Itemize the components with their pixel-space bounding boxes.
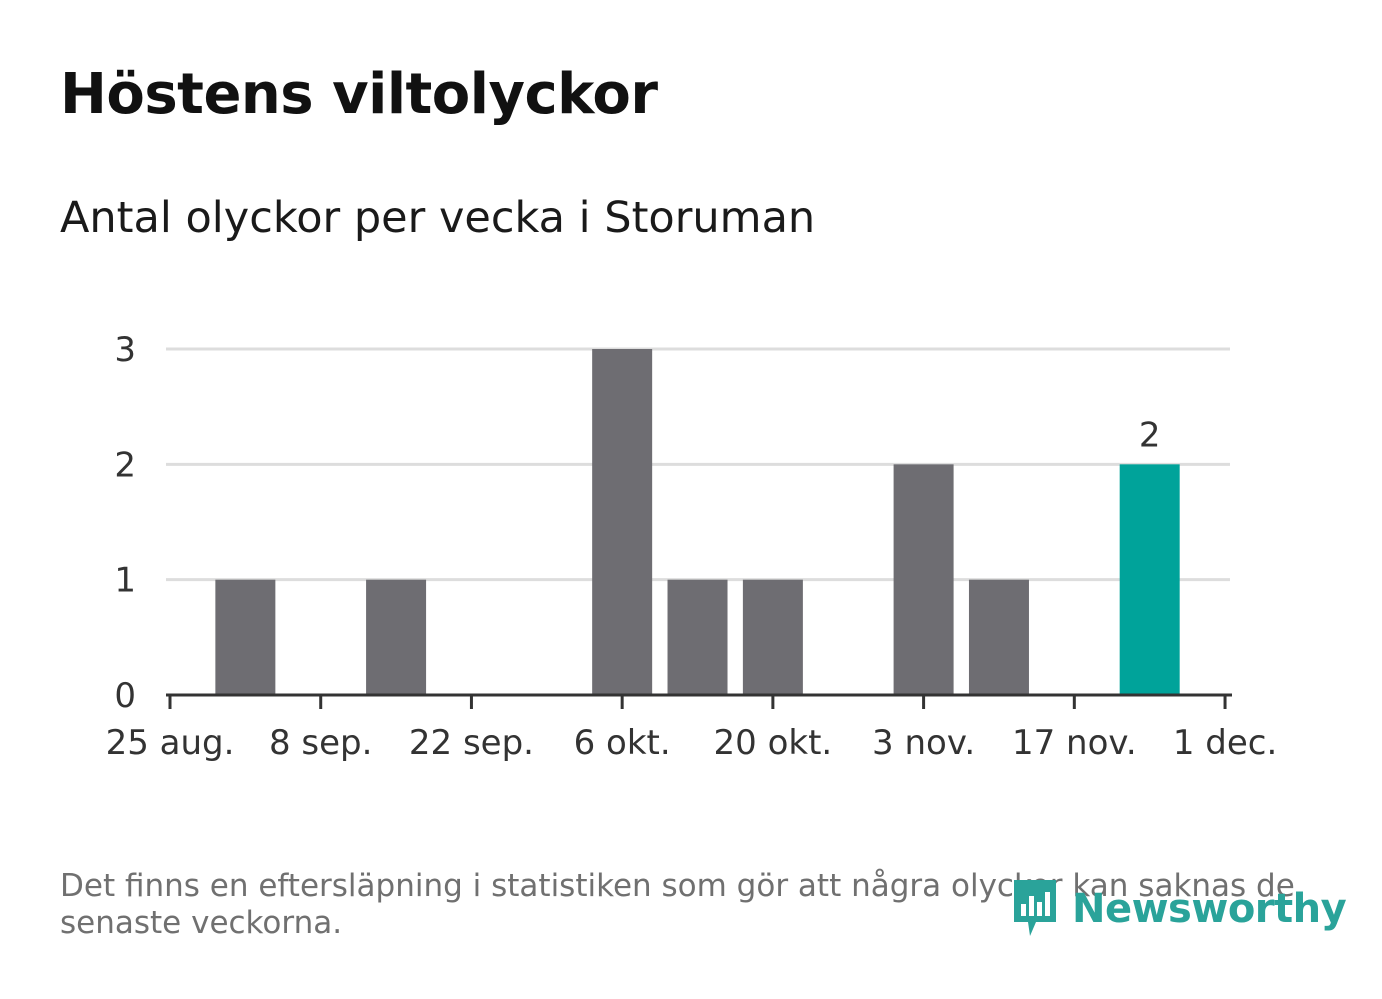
newsworthy-chart-icon	[1014, 880, 1056, 936]
bar	[215, 579, 276, 695]
footnote: Det finns en eftersläpning i statistiken…	[60, 868, 1295, 941]
newsworthy-logo: Newsworthy	[1010, 878, 1347, 940]
bar	[968, 579, 1029, 695]
x-tick-label: 1 dec.	[1173, 723, 1277, 763]
bar	[893, 464, 954, 695]
y-tick-label: 3	[114, 330, 136, 370]
bar	[592, 349, 653, 695]
x-tick-label: 25 aug.	[106, 723, 235, 763]
gridlines	[166, 347, 1230, 582]
x-tick-label: 3 nov.	[872, 723, 975, 763]
bar	[366, 579, 427, 695]
x-tick-label: 22 sep.	[409, 723, 534, 763]
x-tick-label: 20 okt.	[714, 723, 833, 763]
bar	[667, 579, 728, 695]
y-tick-label: 0	[114, 676, 136, 716]
x-tick-label: 17 nov.	[1012, 723, 1137, 763]
x-tick-label: 8 sep.	[269, 723, 372, 763]
chart-subtitle: Antal olyckor per vecka i Storuman	[60, 193, 816, 243]
axes	[166, 693, 1232, 709]
logo-text: Newsworthy	[1072, 886, 1347, 932]
y-tick-label: 2	[114, 445, 136, 485]
bars	[215, 349, 1180, 695]
y-tick-label: 1	[114, 561, 136, 601]
tick-labels: 0 1 2 3 2 25 aug. 8 sep. 22 sep. 6 okt. 20 okt. 3 …	[106, 330, 1278, 763]
x-tick-label: 6 okt.	[574, 723, 671, 763]
bar	[742, 579, 803, 695]
data-label: 2	[1139, 415, 1161, 455]
chart-title: Höstens viltolyckor	[60, 62, 658, 127]
bar-highlight	[1119, 464, 1180, 695]
bar-chart: 0 1 2 3 2 25 aug. 8 sep. 22 sep. 6 okt. 20 okt. 3 …	[106, 330, 1278, 763]
